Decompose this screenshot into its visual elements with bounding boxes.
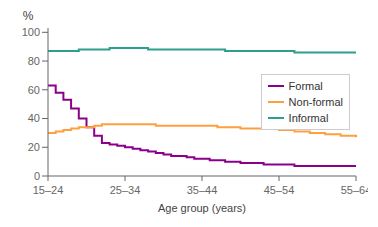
html-text:Formal: Formal bbox=[288, 80, 323, 92]
svg-text:60: 60 bbox=[28, 84, 40, 96]
svg-text:%: % bbox=[23, 9, 34, 23]
svg-text:35–44: 35–44 bbox=[187, 184, 218, 196]
svg-text:20: 20 bbox=[28, 141, 40, 153]
svg-text:40: 40 bbox=[28, 112, 40, 124]
svg-text:25–34: 25–34 bbox=[110, 184, 141, 196]
svg-text:0: 0 bbox=[34, 170, 40, 182]
svg-text:15–24: 15–24 bbox=[33, 184, 64, 196]
html-text:Informal: Informal bbox=[288, 112, 329, 124]
svg-text:55–64: 55–64 bbox=[341, 184, 368, 196]
svg-text:100: 100 bbox=[22, 26, 40, 38]
html-text:Non-formal: Non-formal bbox=[288, 96, 343, 108]
svg-text:80: 80 bbox=[28, 55, 40, 67]
svg-text:45–54: 45–54 bbox=[264, 184, 295, 196]
svg-text:Age group (years): Age group (years) bbox=[158, 202, 246, 214]
